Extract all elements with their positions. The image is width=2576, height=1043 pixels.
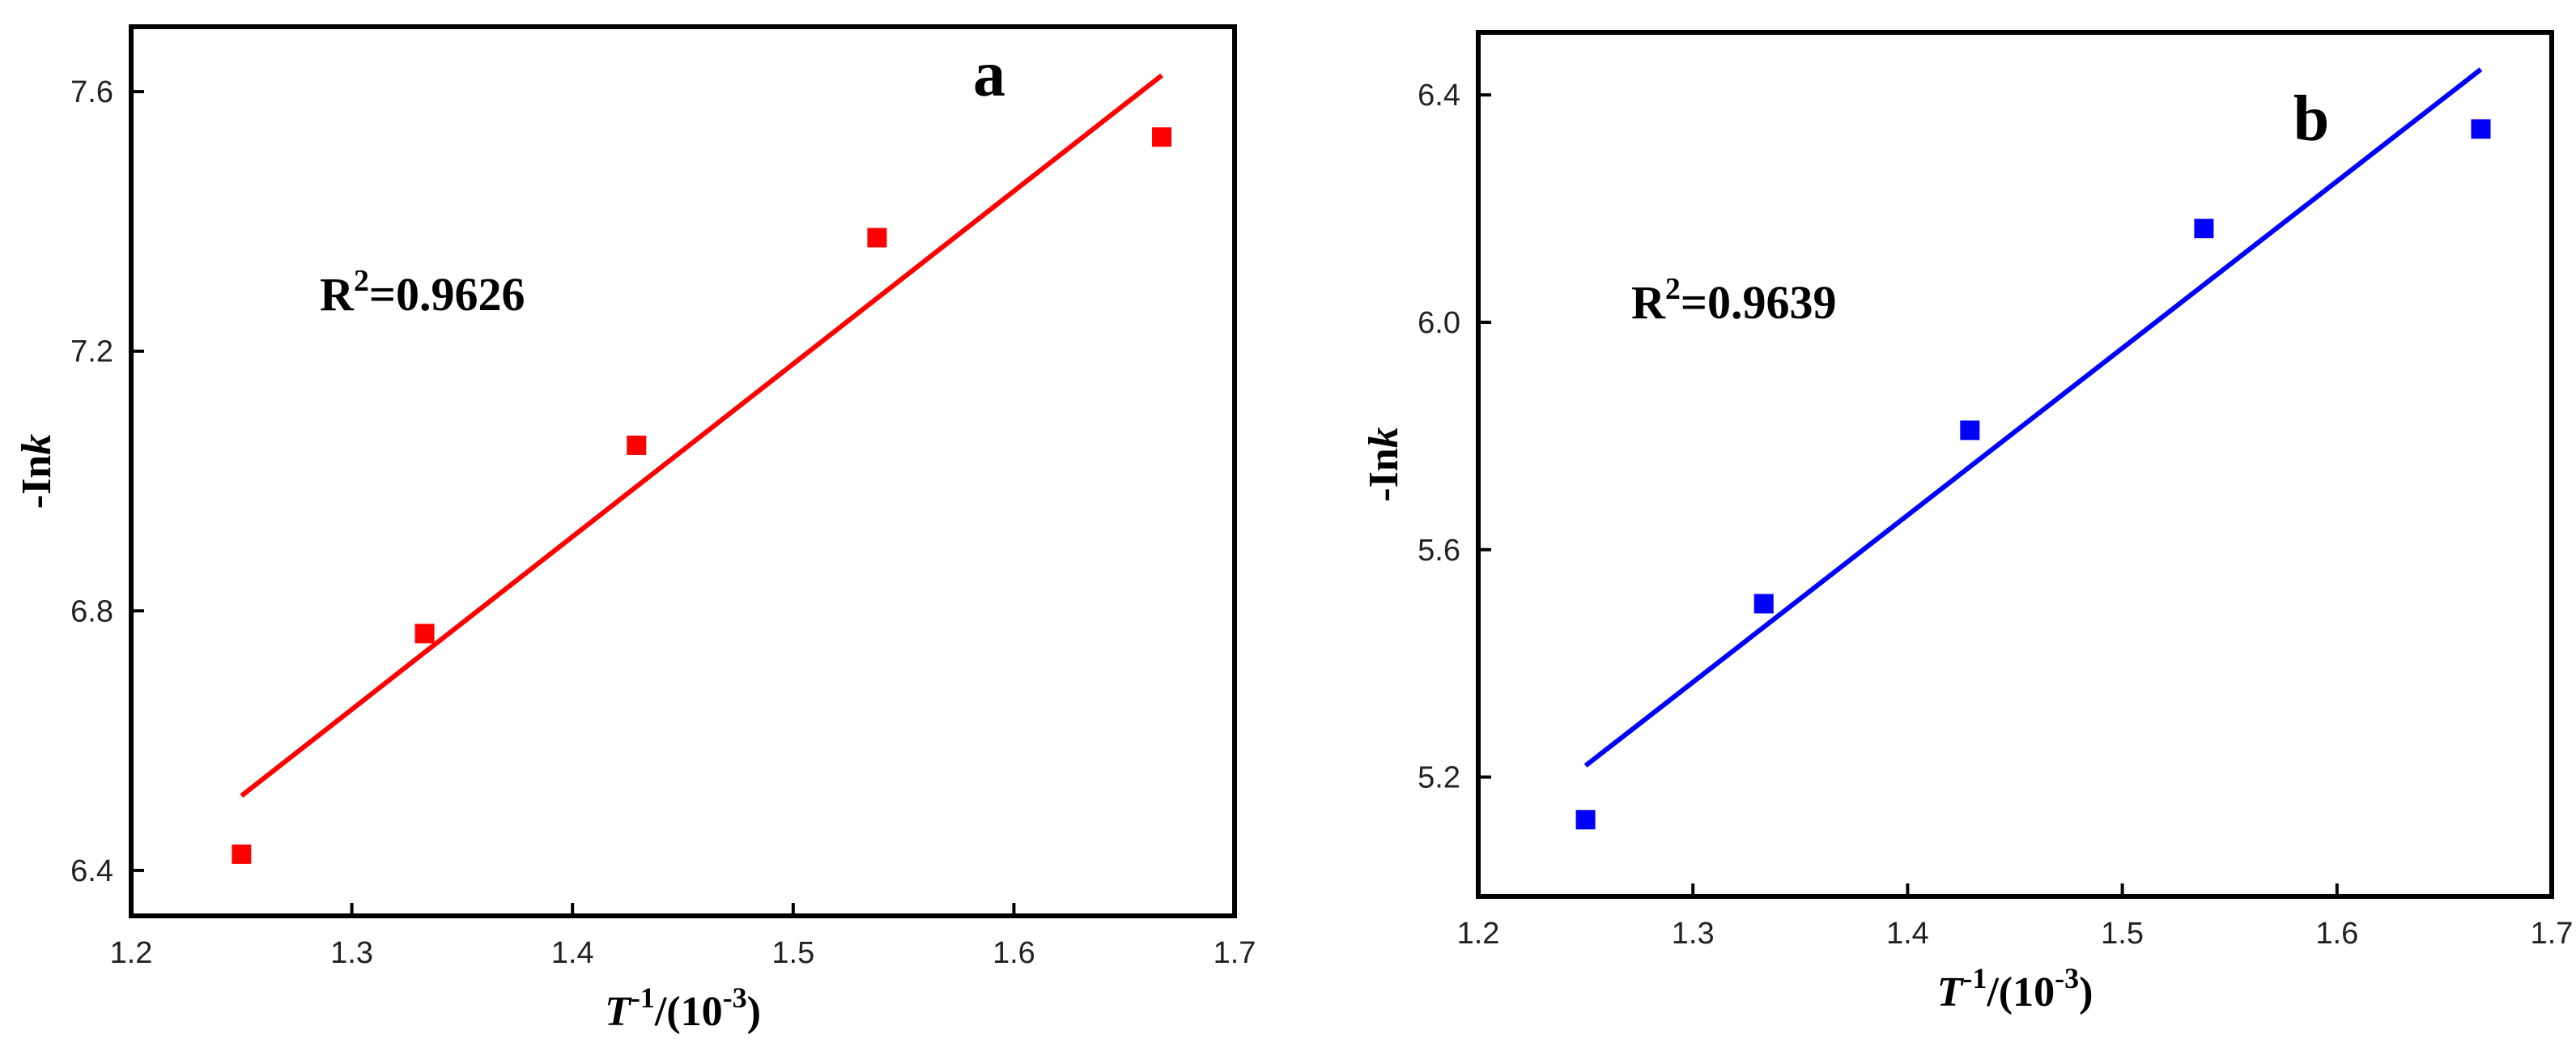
x-tick-label: 1.2	[110, 936, 153, 970]
data-point	[2194, 219, 2214, 239]
x-axis-title: T-1/(10-3)	[1937, 962, 2094, 1015]
chart-panel-b: 1.2 1.3 1.4 1.5 1.6 1.7 5.2 5.6 6.0 6.4 b R2=0.9639…	[1361, 30, 2574, 1015]
plot-frame-b	[1476, 30, 2554, 899]
x-axis-title: T-1/(10-3)	[605, 981, 761, 1035]
x-tick-label: 1.2	[1457, 917, 1500, 951]
x-tick-label: 1.4	[1886, 917, 1929, 951]
x-tick-label: 1.3	[330, 936, 373, 970]
data-point	[867, 228, 887, 248]
x-tick-label: 1.6	[993, 936, 1035, 970]
y-axis-title: -Ink	[14, 434, 60, 509]
y-tick-label: 6.4	[1418, 79, 1460, 113]
data-point	[1753, 594, 1774, 614]
data-point	[232, 844, 252, 864]
data-point	[1960, 420, 1980, 441]
data-point	[414, 624, 435, 644]
y-tick-label: 5.2	[1418, 761, 1460, 795]
r-squared-annotation: R2=0.9626	[320, 264, 525, 321]
x-tick-label: 1.4	[551, 936, 594, 970]
data-point	[627, 435, 647, 455]
y-axis-title: -Ink	[1361, 427, 1407, 501]
x-tick-label: 1.5	[2101, 917, 2144, 951]
data-point	[1575, 810, 1596, 830]
plot-frame-a	[129, 24, 1237, 918]
chart-panel-a: 1.2 1.3 1.4 1.5 1.6 1.7 6.4 6.8 7.2 7.6 a R2=0.9626…	[14, 24, 1256, 1035]
panel-label-a: a	[973, 39, 1005, 110]
data-point	[2471, 119, 2491, 139]
x-tick-label: 1.6	[2315, 917, 2358, 951]
x-tick-label: 1.7	[1214, 936, 1256, 970]
r-squared-annotation: R2=0.9639	[1631, 272, 1836, 329]
y-tick-label: 6.0	[1418, 306, 1460, 340]
y-tick-label: 6.4	[70, 854, 113, 888]
x-tick-label: 1.7	[2531, 917, 2574, 951]
y-tick-label: 7.6	[70, 75, 113, 109]
data-point	[1152, 127, 1172, 147]
fit-line-a	[240, 73, 1163, 798]
panel-label-b: b	[2293, 83, 2330, 155]
y-tick-label: 6.8	[70, 594, 113, 628]
x-tick-label: 1.5	[772, 936, 814, 970]
y-tick-label: 5.6	[1418, 534, 1460, 568]
x-tick-label: 1.3	[1672, 917, 1715, 951]
y-tick-label: 7.2	[70, 335, 113, 369]
fit-line-b	[1583, 67, 2483, 768]
